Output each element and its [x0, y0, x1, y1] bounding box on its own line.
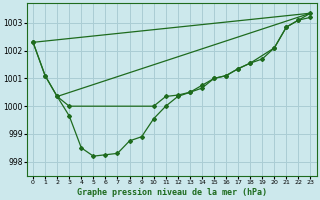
X-axis label: Graphe pression niveau de la mer (hPa): Graphe pression niveau de la mer (hPa)	[77, 188, 267, 197]
